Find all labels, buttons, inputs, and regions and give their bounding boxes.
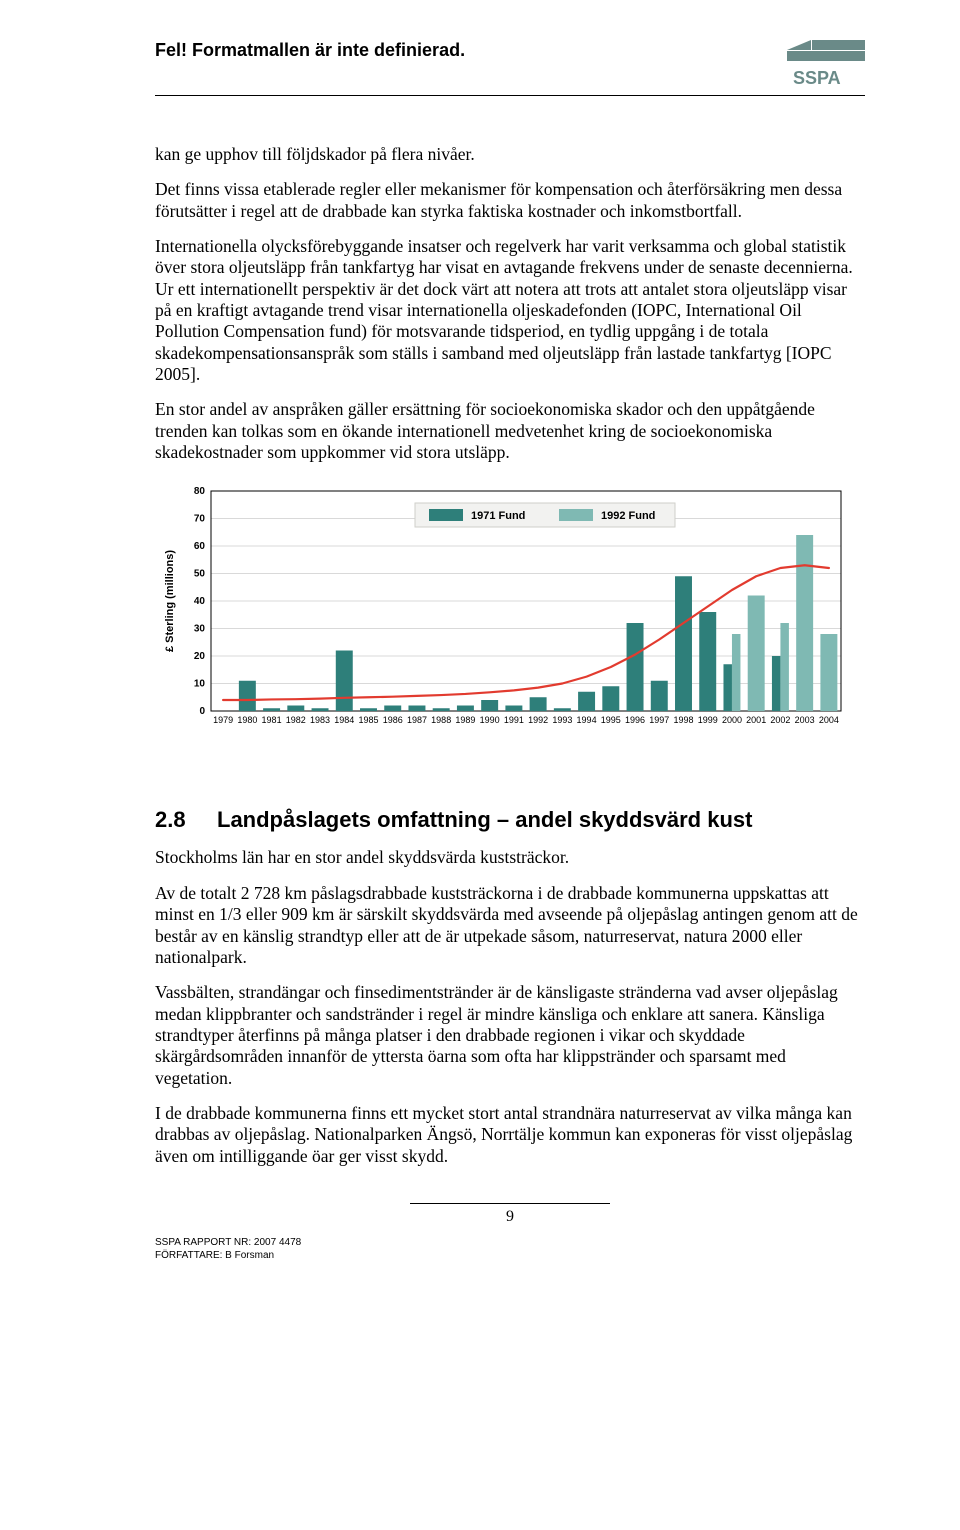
svg-text:£ Sterling (millions): £ Sterling (millions) [164, 550, 176, 652]
paragraph-4: En stor andel av anspråken gäller ersätt… [155, 399, 865, 463]
svg-text:1990: 1990 [480, 715, 500, 725]
svg-text:2004: 2004 [819, 715, 839, 725]
svg-text:30: 30 [194, 624, 206, 635]
svg-text:2001: 2001 [746, 715, 766, 725]
sspa-logo: SSPA [787, 40, 865, 89]
svg-text:50: 50 [194, 569, 206, 580]
logo-text: SSPA [793, 68, 841, 84]
section-2-8-heading: 2.8Landpåslagets omfattning – andel skyd… [155, 807, 865, 833]
paragraph-6: Av de totalt 2 728 km påslagsdrabbade ku… [155, 883, 865, 968]
svg-text:1982: 1982 [286, 715, 306, 725]
svg-text:1981: 1981 [262, 715, 282, 725]
svg-text:1999: 1999 [698, 715, 718, 725]
svg-text:40: 40 [194, 596, 206, 607]
paragraph-8: I de drabbade kommunerna finns ett mycke… [155, 1103, 865, 1167]
compensation-chart: 0 10 20 30 40 50 60 70 80 1979 1980 1981 1982 1983 198… [155, 481, 855, 751]
svg-text:1987: 1987 [407, 715, 427, 725]
header-error-title: Fel! Formatmallen är inte definierad. [155, 40, 465, 61]
header-divider [155, 95, 865, 96]
svg-text:0: 0 [199, 706, 205, 717]
svg-text:1998: 1998 [673, 715, 693, 725]
svg-text:2002: 2002 [770, 715, 790, 725]
svg-text:1983: 1983 [310, 715, 330, 725]
svg-text:80: 80 [194, 486, 206, 497]
section-number: 2.8 [155, 807, 217, 833]
section-title: Landpåslagets omfattning – andel skyddsv… [217, 807, 752, 832]
page-number: 9 [506, 1208, 514, 1225]
svg-text:1991: 1991 [504, 715, 524, 725]
svg-text:70: 70 [194, 514, 206, 525]
svg-text:1997: 1997 [649, 715, 669, 725]
svg-text:1996: 1996 [625, 715, 645, 725]
svg-text:1985: 1985 [358, 715, 378, 725]
paragraph-3: Internationella olycksförebyggande insat… [155, 236, 865, 385]
svg-text:1989: 1989 [455, 715, 475, 725]
footer-report-nr: SSPA RAPPORT NR: 2007 4478 [155, 1236, 865, 1250]
svg-text:1984: 1984 [334, 715, 354, 725]
page-number-divider [410, 1203, 610, 1204]
footer-author: FÖRFATTARE: B Forsman [155, 1249, 865, 1263]
svg-text:1995: 1995 [601, 715, 621, 725]
svg-text:1992: 1992 [528, 715, 548, 725]
paragraph-5: Stockholms län har en stor andel skyddsv… [155, 847, 865, 868]
svg-text:2003: 2003 [795, 715, 815, 725]
svg-text:60: 60 [194, 541, 206, 552]
paragraph-7: Vassbälten, strandängar och finsediments… [155, 982, 865, 1089]
svg-text:1971 Fund: 1971 Fund [471, 510, 525, 522]
svg-text:1979: 1979 [213, 715, 233, 725]
svg-text:10: 10 [194, 679, 206, 690]
svg-text:1992 Fund: 1992 Fund [601, 510, 655, 522]
svg-text:2000: 2000 [722, 715, 742, 725]
paragraph-2: Det finns vissa etablerade regler eller … [155, 179, 865, 222]
svg-text:20: 20 [194, 651, 206, 662]
svg-text:1993: 1993 [552, 715, 572, 725]
paragraph-1: kan ge upphov till följdskador på flera … [155, 144, 865, 165]
svg-text:1986: 1986 [383, 715, 403, 725]
svg-text:1994: 1994 [577, 715, 597, 725]
svg-text:1980: 1980 [237, 715, 257, 725]
svg-text:1988: 1988 [431, 715, 451, 725]
